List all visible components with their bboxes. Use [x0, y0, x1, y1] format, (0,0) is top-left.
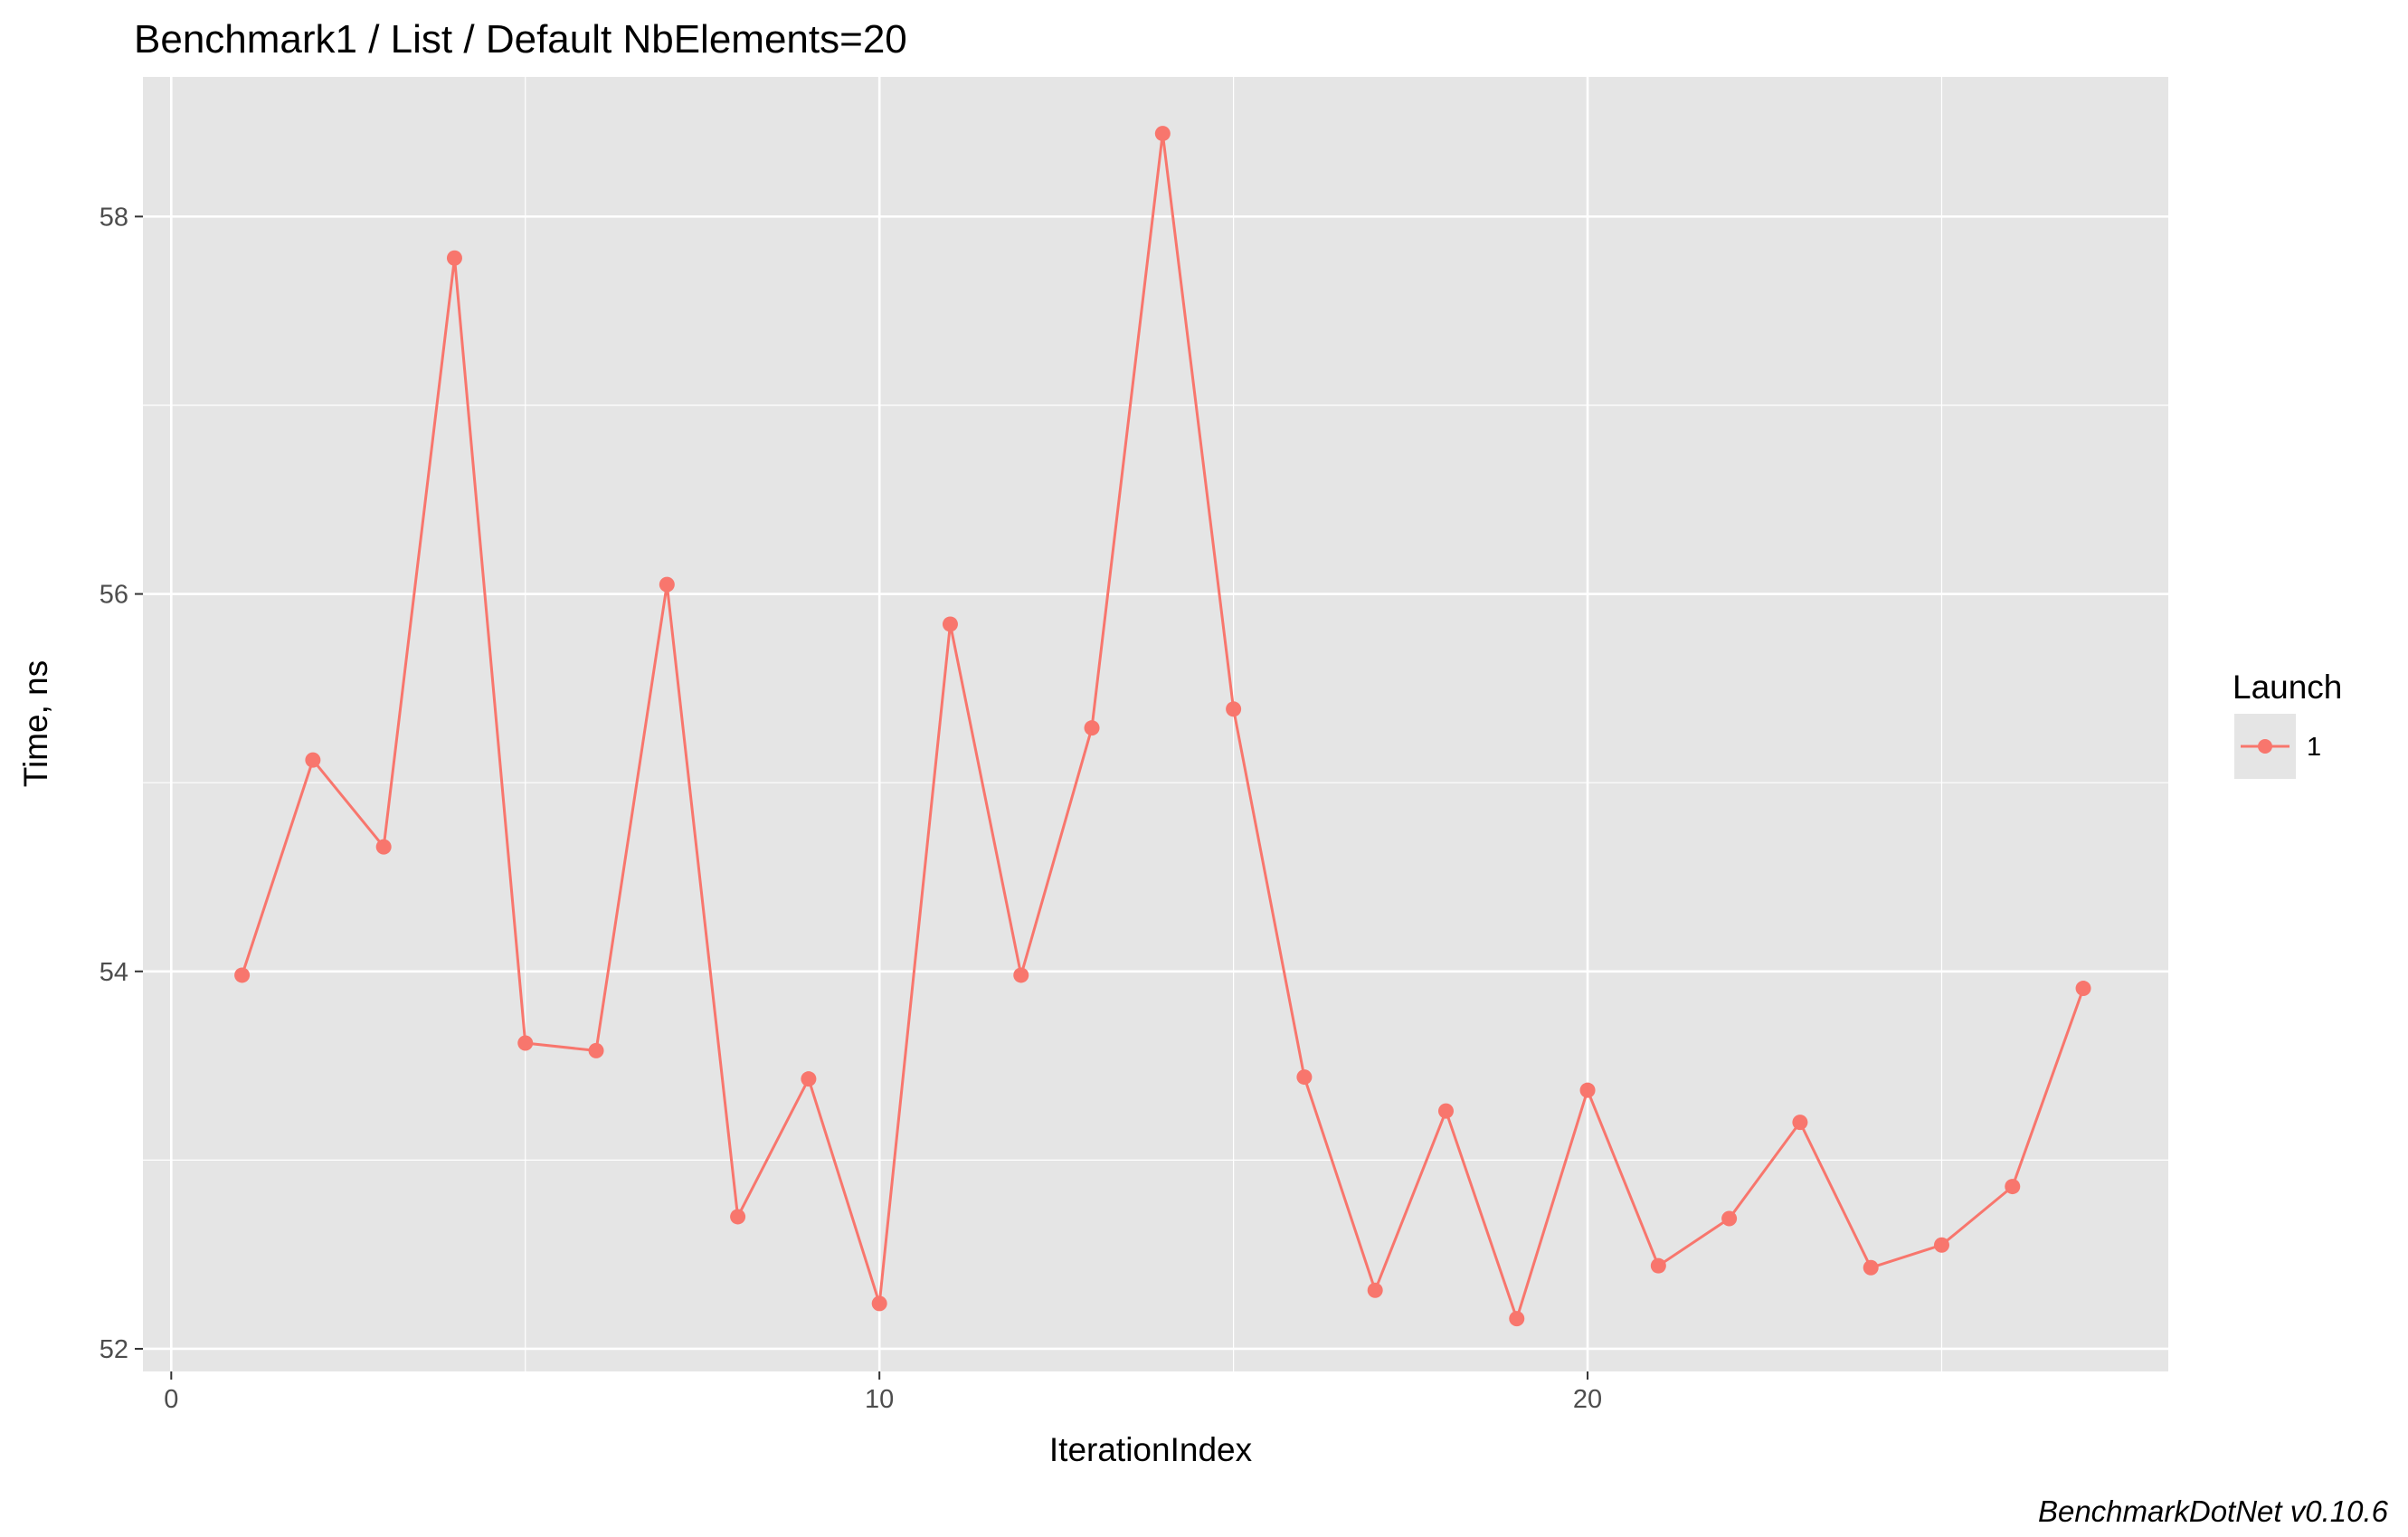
data-point [1509, 1311, 1525, 1327]
grid-lines [143, 77, 2168, 1371]
data-point [1084, 720, 1100, 736]
y-tick-label: 54 [100, 958, 128, 987]
y-axis-title: Time, ns [17, 660, 54, 787]
data-point [446, 250, 462, 266]
data-point [1296, 1069, 1313, 1086]
x-axis-title: IterationIndex [1049, 1431, 1253, 1468]
data-point [517, 1035, 534, 1051]
data-point [1154, 126, 1171, 142]
y-tick-label: 56 [100, 581, 128, 610]
data-point [1367, 1282, 1383, 1298]
data-point [1437, 1103, 1454, 1119]
y-tick-label: 52 [100, 1335, 128, 1364]
data-point [1933, 1237, 1949, 1253]
legend-label-series-1: 1 [2307, 733, 2321, 762]
x-tick-label: 10 [865, 1385, 894, 1414]
x-tick-label: 0 [164, 1385, 178, 1414]
data-point [1013, 967, 1029, 983]
data-point [1579, 1082, 1596, 1098]
data-point [305, 752, 321, 768]
data-point [942, 616, 958, 632]
plot-panel [143, 77, 2168, 1371]
data-point [588, 1042, 604, 1058]
data-point [375, 839, 392, 855]
legend-key-point [2258, 739, 2272, 754]
data-point [2005, 1179, 2021, 1195]
data-point [1650, 1257, 1666, 1274]
legend-title: Launch [2233, 669, 2342, 706]
data-point [2075, 981, 2091, 997]
data-point [1721, 1210, 1738, 1227]
data-point [801, 1071, 817, 1087]
data-point [659, 576, 675, 593]
data-point [1226, 701, 1242, 717]
legend: Launch 1 [2233, 669, 2342, 779]
data-point [234, 967, 251, 983]
series-line [234, 126, 2091, 1327]
data-point [871, 1295, 887, 1312]
x-tick-label: 20 [1573, 1385, 1602, 1414]
y-tick-label: 58 [100, 203, 128, 232]
axes: 0 10 20 52 54 56 58 [100, 203, 1602, 1414]
data-point [1863, 1259, 1879, 1276]
data-point [730, 1209, 746, 1225]
chart-title: Benchmark1 / List / Default NbElements=2… [134, 17, 907, 62]
caption: BenchmarkDotNet v0.10.6 [2038, 1494, 2389, 1528]
data-point [1792, 1115, 1808, 1131]
